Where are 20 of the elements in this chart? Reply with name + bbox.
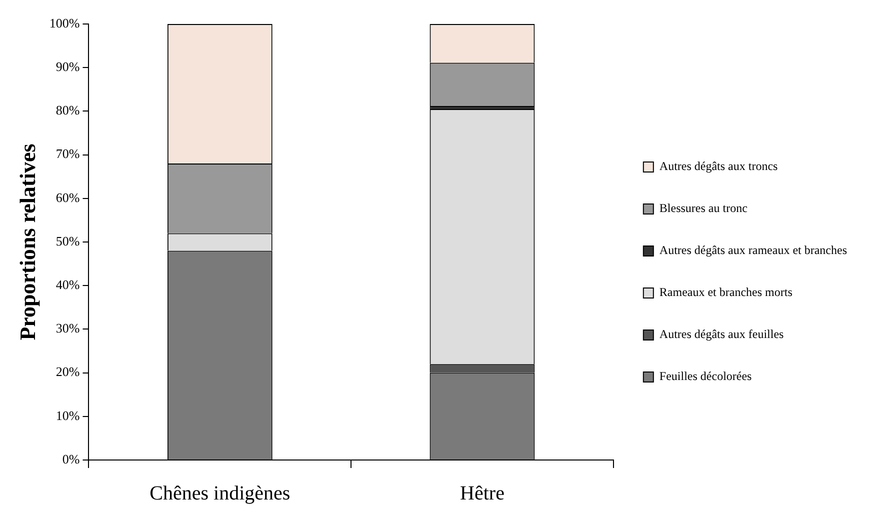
legend-label: Feuilles décolorées: [659, 369, 752, 384]
y-tick-label: 30%: [56, 320, 80, 336]
y-tick-label: 0%: [62, 451, 80, 466]
x-tick-label: Hêtre: [460, 482, 505, 504]
legend-label: Rameaux et branches morts: [659, 285, 793, 300]
legend-label: Autres dégâts aux troncs: [659, 159, 778, 174]
y-tick-label: 50%: [56, 233, 80, 248]
y-tick-label: 70%: [56, 146, 80, 162]
y-tick-label: 90%: [56, 59, 80, 74]
legend-label: Autres dégâts aux feuilles: [659, 327, 784, 342]
y-tick-label: 10%: [56, 408, 80, 423]
y-tick-label: 60%: [56, 190, 80, 205]
y-axis-title: Proportions relatives: [14, 143, 40, 340]
y-tick-label: 100%: [49, 15, 80, 30]
y-tick-label: 20%: [56, 364, 80, 380]
y-tick-label: 40%: [56, 277, 80, 292]
x-tick-label: Chênes indigènes: [150, 482, 290, 504]
legend-label: Autres dégâts aux rameaux et branches: [659, 243, 848, 258]
y-tick-label: 80%: [56, 102, 80, 118]
legend-label: Blessures au tronc: [659, 201, 748, 216]
